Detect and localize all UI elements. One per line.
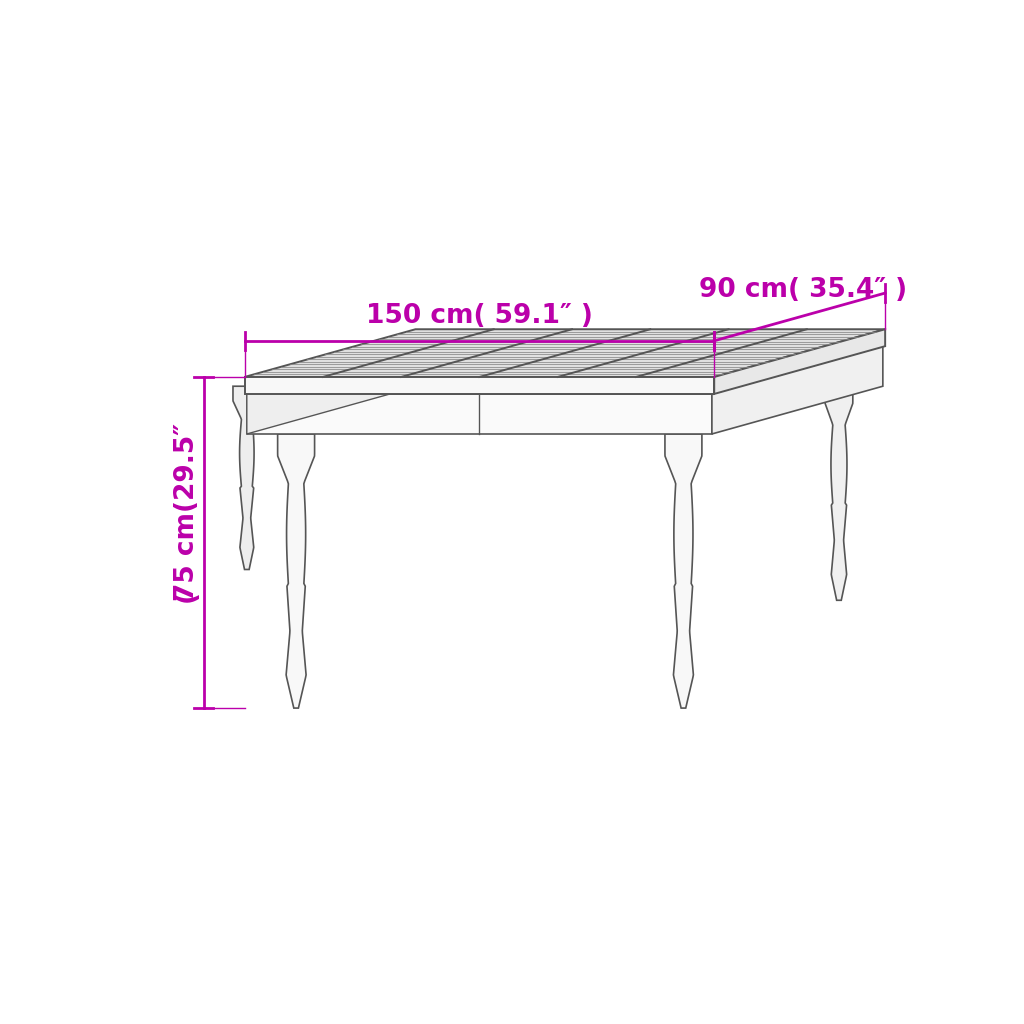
Polygon shape <box>825 386 853 600</box>
Text: (: ( <box>174 591 200 602</box>
Text: 150 cm( 59.1″ ): 150 cm( 59.1″ ) <box>366 303 593 330</box>
Polygon shape <box>714 330 885 394</box>
Polygon shape <box>278 434 314 708</box>
Text: 75 cm(29.5″: 75 cm(29.5″ <box>174 423 200 601</box>
Text: 90 cm( 35.4″ ): 90 cm( 35.4″ ) <box>699 278 907 303</box>
Polygon shape <box>712 346 883 434</box>
Polygon shape <box>233 386 261 569</box>
Polygon shape <box>247 394 712 434</box>
Polygon shape <box>665 434 701 708</box>
Polygon shape <box>247 346 418 434</box>
Polygon shape <box>245 377 714 394</box>
Polygon shape <box>245 330 885 377</box>
